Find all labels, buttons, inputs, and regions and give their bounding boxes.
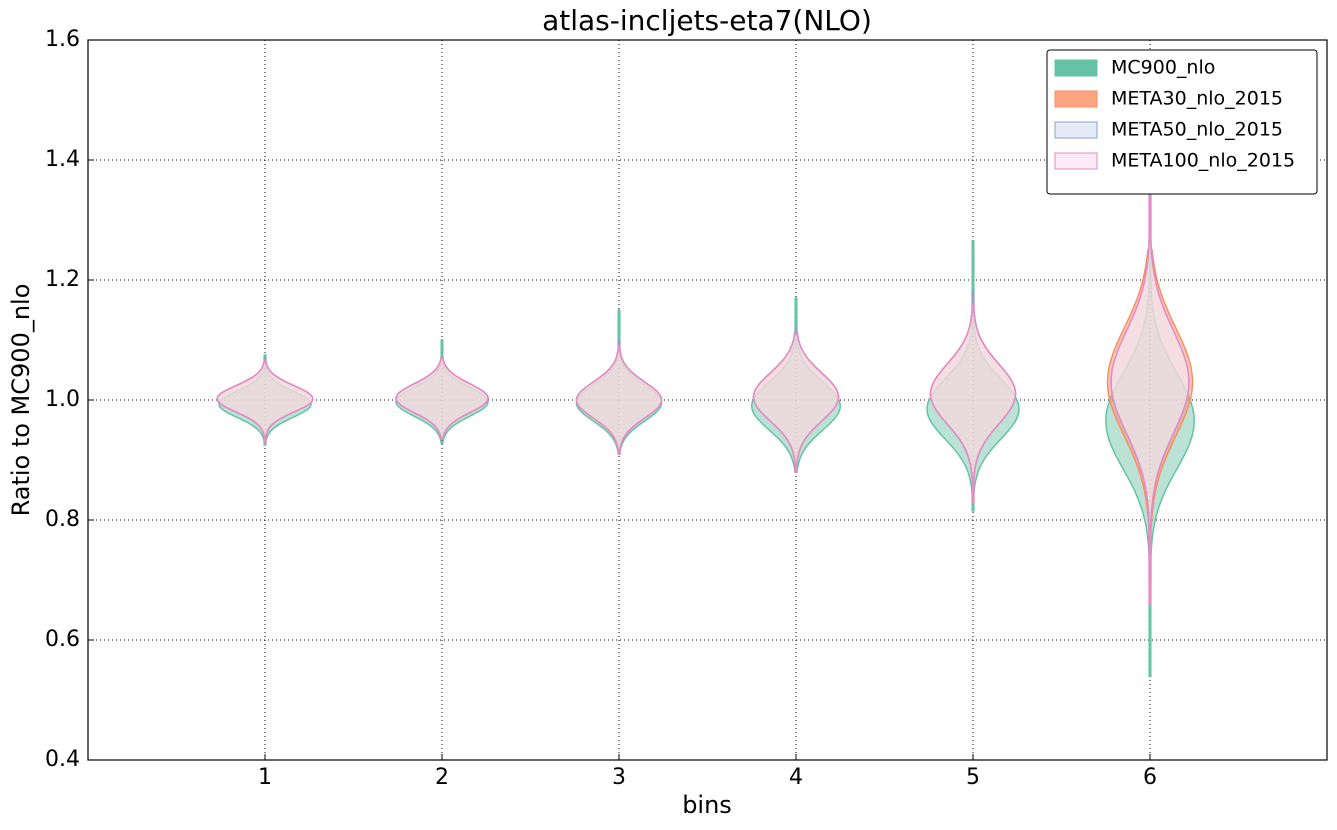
violin: [575, 309, 663, 455]
y-tick-label: 1.6: [45, 27, 80, 52]
legend-text: META100_nlo_2015: [1111, 150, 1295, 172]
violin: [929, 303, 1017, 503]
violin: [216, 360, 314, 443]
violin: [751, 297, 841, 473]
violin: [752, 333, 840, 473]
x-tick-label: 2: [435, 765, 449, 790]
violin: [395, 339, 489, 444]
legend-swatch: [1054, 90, 1098, 108]
y-tick-label: 0.4: [45, 747, 80, 772]
x-tick-label: 5: [966, 765, 980, 790]
legend-text: MC900_nlo: [1111, 57, 1215, 79]
legend-swatch: [1054, 152, 1098, 170]
legend-frame: [1046, 49, 1318, 195]
violin: [1110, 195, 1190, 605]
y-tick-label: 0.8: [45, 507, 80, 532]
x-tick-label: 4: [789, 765, 803, 790]
violin: [218, 354, 312, 446]
y-tick-label: 1.2: [45, 267, 80, 292]
y-tick-label: 0.6: [45, 627, 80, 652]
y-tick-label: 1.4: [45, 147, 80, 172]
x-tick-label: 3: [612, 765, 626, 790]
legend: MC900_nlo META30_nlo_2015 META50_nlo_2015 M…: [1046, 49, 1318, 195]
violin: [395, 357, 489, 440]
violin: [575, 345, 663, 455]
x-tick-label: 6: [1143, 765, 1157, 790]
x-axis-label: bins: [682, 791, 732, 819]
legend-swatch: [1054, 59, 1098, 77]
legend-swatch: [1054, 121, 1098, 139]
x-tick-label: 1: [258, 765, 272, 790]
legend-text: META50_nlo_2015: [1111, 119, 1283, 141]
y-tick-label: 1.0: [45, 387, 80, 412]
violin: [926, 240, 1020, 512]
y-axis-label: Ratio to MC900_nlo: [7, 284, 35, 517]
chart-title: atlas-incljets-eta7(NLO): [542, 4, 872, 37]
legend-text: META30_nlo_2015: [1111, 88, 1283, 110]
plot-frame: [87, 39, 1328, 761]
